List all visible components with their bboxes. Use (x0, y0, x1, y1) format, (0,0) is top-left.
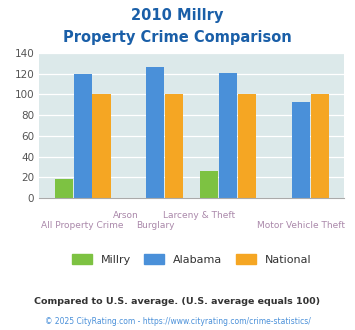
Text: © 2025 CityRating.com - https://www.cityrating.com/crime-statistics/: © 2025 CityRating.com - https://www.city… (45, 317, 310, 326)
Text: Compared to U.S. average. (U.S. average equals 100): Compared to U.S. average. (U.S. average … (34, 297, 321, 306)
Text: Burglary: Burglary (136, 221, 175, 230)
Text: Larceny & Theft: Larceny & Theft (163, 212, 235, 220)
Text: All Property Crime: All Property Crime (42, 221, 124, 230)
Bar (311, 94, 329, 198)
Text: Motor Vehicle Theft: Motor Vehicle Theft (257, 221, 345, 230)
Bar (73, 74, 92, 198)
Bar (292, 102, 310, 198)
Legend: Millry, Alabama, National: Millry, Alabama, National (67, 250, 316, 270)
Bar (200, 171, 218, 198)
Bar (55, 179, 73, 198)
Bar (146, 67, 164, 198)
Bar (238, 94, 256, 198)
Bar (165, 94, 183, 198)
Text: Property Crime Comparison: Property Crime Comparison (63, 30, 292, 45)
Bar (219, 73, 237, 198)
Text: 2010 Millry: 2010 Millry (131, 8, 224, 23)
Text: Arson: Arson (113, 212, 139, 220)
Bar (92, 94, 111, 198)
